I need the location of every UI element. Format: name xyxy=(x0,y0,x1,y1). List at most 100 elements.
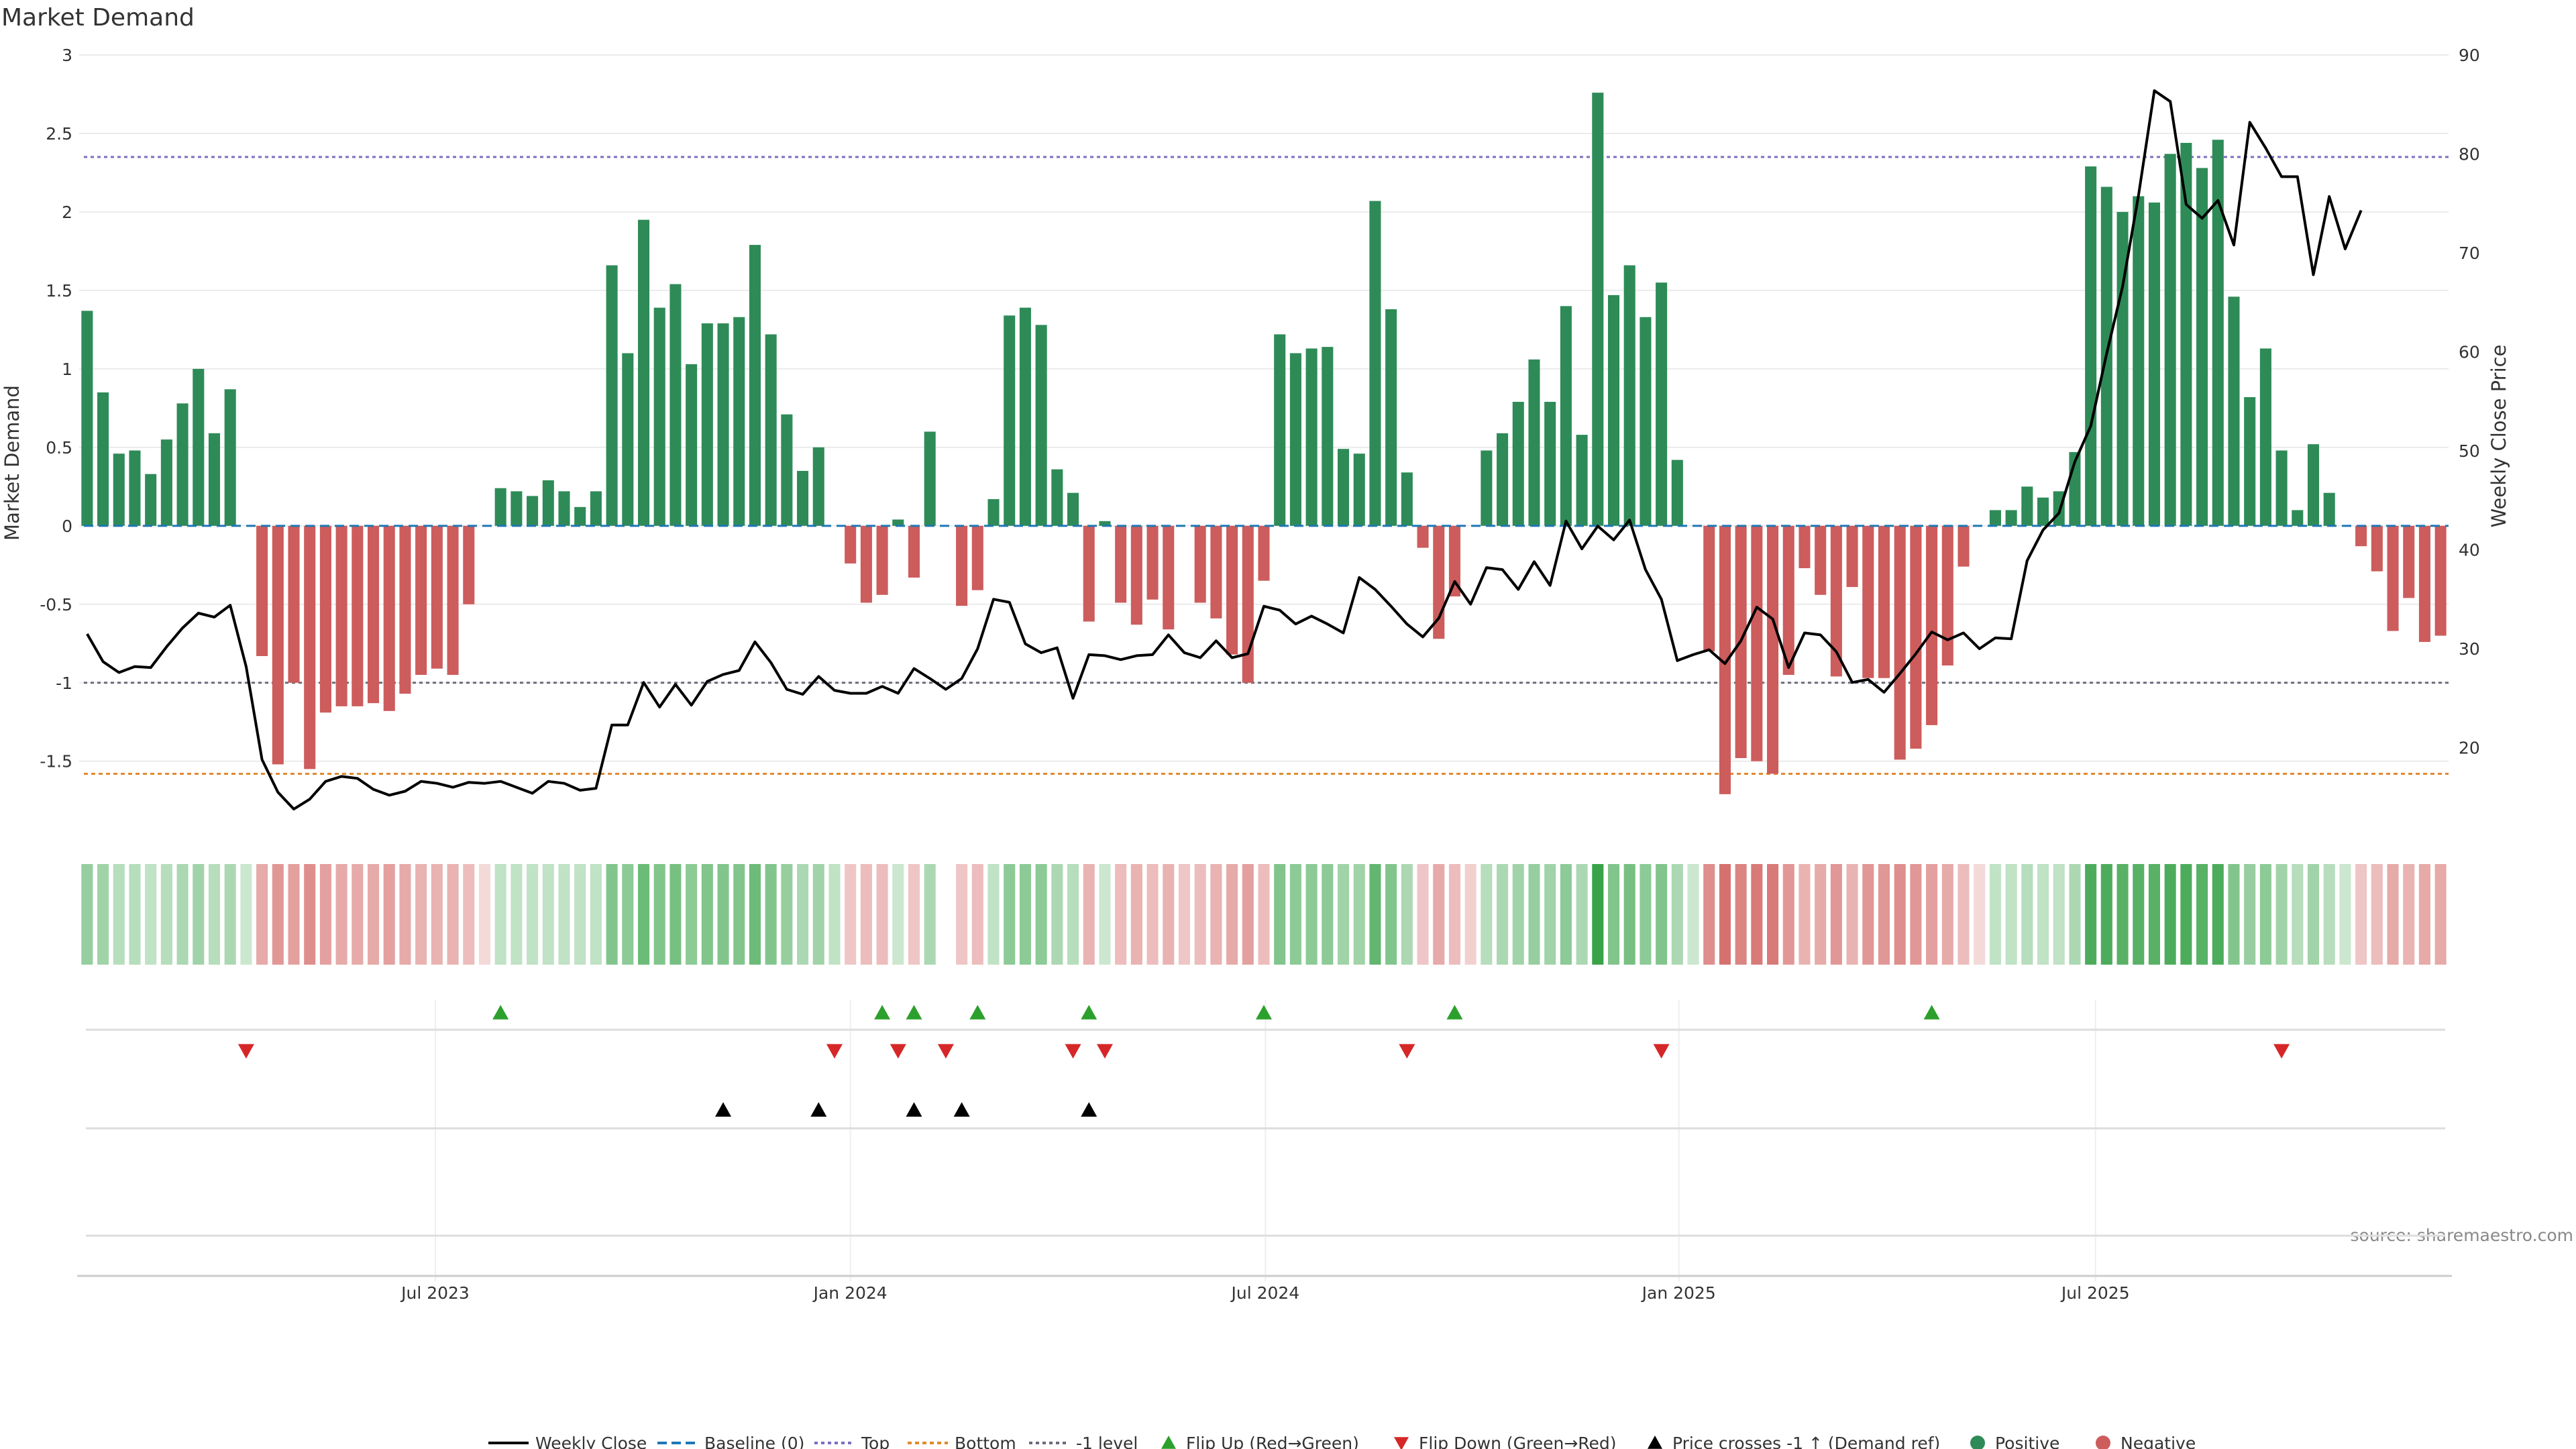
demand-bar xyxy=(2116,211,2129,526)
heat-strip-cell xyxy=(590,864,602,965)
heat-strip-cell xyxy=(113,864,125,965)
heat-strip-cell xyxy=(129,864,141,965)
demand-bar xyxy=(1337,449,1350,526)
heat-strip-cell xyxy=(1305,864,1318,965)
y-tick-label-right: 30 xyxy=(2459,639,2480,659)
heat-strip-cell xyxy=(622,864,634,965)
demand-bar xyxy=(2212,140,2224,526)
y-tick-label-left: 1.5 xyxy=(46,281,72,301)
heat-strip-cell xyxy=(1099,864,1111,965)
y-tick-label-right: 40 xyxy=(2459,541,2480,560)
heat-strip-cell xyxy=(669,864,682,965)
demand-bar xyxy=(1671,460,1683,526)
demand-bar xyxy=(1910,525,1922,749)
demand-bar xyxy=(686,364,698,526)
heat-strip-cell xyxy=(1242,864,1254,965)
y-tick-label-left: -1.5 xyxy=(40,752,72,771)
heat-strip-cell xyxy=(828,864,841,965)
heat-strip-cell xyxy=(2148,864,2160,965)
heat-strip-cell xyxy=(574,864,586,965)
heat-strip-cell xyxy=(1910,864,1922,965)
heat-strip-cell xyxy=(97,864,109,965)
demand-bar xyxy=(1099,521,1111,526)
demand-bar xyxy=(1767,525,1779,774)
demand-bar xyxy=(256,525,268,656)
demand-bar xyxy=(876,525,888,595)
legend-label: Flip Down (Green→Red) xyxy=(1419,1434,1617,1449)
flip-up-marker xyxy=(1256,1005,1272,1020)
weekly-close-line xyxy=(86,89,2363,811)
demand-bar xyxy=(1560,306,1572,526)
heat-strip-cell xyxy=(368,864,380,965)
demand-bar xyxy=(1369,201,1381,526)
heat-strip-cell xyxy=(2387,864,2399,965)
demand-bar xyxy=(2133,196,2145,526)
price-cross-marker xyxy=(953,1102,970,1117)
plot-area: 3 2.5 2 1.5 1 0.5 0 -0.5 -1 -1.5 90 80 70 60 50 40 30 20 J… xyxy=(40,46,2480,1303)
demand-bar xyxy=(2403,525,2415,598)
demand-bar xyxy=(924,431,936,526)
heat-strip-cell xyxy=(924,864,936,965)
heat-strip-cell xyxy=(1369,864,1381,965)
demand-bar xyxy=(160,439,172,526)
y-tick-label-right: 20 xyxy=(2459,739,2480,758)
demand-bar xyxy=(1067,492,1079,526)
heat-strip-cell xyxy=(2133,864,2145,965)
heat-strip-cell xyxy=(2355,864,2367,965)
demand-bar xyxy=(2292,510,2304,526)
heat-strip-cell xyxy=(1671,864,1683,965)
demand-bar xyxy=(224,389,236,526)
legend-label: -1 level xyxy=(1076,1434,1138,1449)
demand-bar xyxy=(1115,525,1127,603)
demand-heat-strip xyxy=(81,864,2447,965)
demand-bar xyxy=(1862,525,1874,678)
demand-bar xyxy=(1894,525,1906,760)
heat-strip-cell xyxy=(478,864,491,965)
demand-bar xyxy=(860,525,872,603)
heat-strip-cell xyxy=(2275,864,2288,965)
heat-strip-cell xyxy=(1703,864,1715,965)
demand-bar xyxy=(447,525,459,676)
heat-strip-cell xyxy=(1989,864,2001,965)
demand-bar xyxy=(1353,453,1365,526)
demand-bar xyxy=(1004,315,1016,526)
heat-strip-cell xyxy=(1385,864,1397,965)
demand-bar xyxy=(352,525,364,706)
heat-strip-cell xyxy=(1083,864,1095,965)
demand-bar xyxy=(97,392,109,526)
heat-strip-cell xyxy=(272,864,284,965)
heat-strip-cell xyxy=(1974,864,1986,965)
legend-swatch-marker xyxy=(1394,1437,1409,1449)
heat-strip-cell xyxy=(845,864,857,965)
demand-bar xyxy=(1512,402,1524,526)
legend-label: Price crosses -1 ↑ (Demand ref) xyxy=(1672,1434,1940,1449)
demand-bar xyxy=(1815,525,1827,595)
demand-bar xyxy=(1130,525,1142,625)
demand-bar xyxy=(2259,348,2271,526)
demand-bar xyxy=(781,414,793,526)
demand-bar xyxy=(2021,486,2033,526)
demand-bar xyxy=(1258,525,1270,581)
demand-bar xyxy=(2037,497,2049,526)
demand-bar xyxy=(2434,525,2447,636)
y-tick-label-right: 50 xyxy=(2459,441,2480,461)
heat-strip-cell xyxy=(1417,864,1429,965)
demand-bar xyxy=(1592,93,1604,526)
heat-strip-cell xyxy=(1433,864,1445,965)
legend-swatch-marker xyxy=(1161,1436,1176,1449)
demand-bar xyxy=(383,525,395,711)
demand-bar xyxy=(1242,525,1254,683)
heat-strip-cell xyxy=(2292,864,2304,965)
heat-strip-cell xyxy=(606,864,618,965)
y-tick-label-left: -1 xyxy=(56,674,72,693)
demand-bar xyxy=(1782,525,1794,676)
x-tick-label: Jan 2025 xyxy=(1641,1283,1716,1303)
demand-bar xyxy=(717,323,729,526)
demand-bar xyxy=(2355,525,2367,547)
heat-strip-cell xyxy=(1576,864,1588,965)
heat-strip-cell xyxy=(1448,864,1460,965)
heat-strip-cell xyxy=(876,864,888,965)
heat-strip-cell xyxy=(415,864,427,965)
legend-label: Negative xyxy=(2121,1434,2196,1449)
heat-strip-cell xyxy=(1353,864,1365,965)
